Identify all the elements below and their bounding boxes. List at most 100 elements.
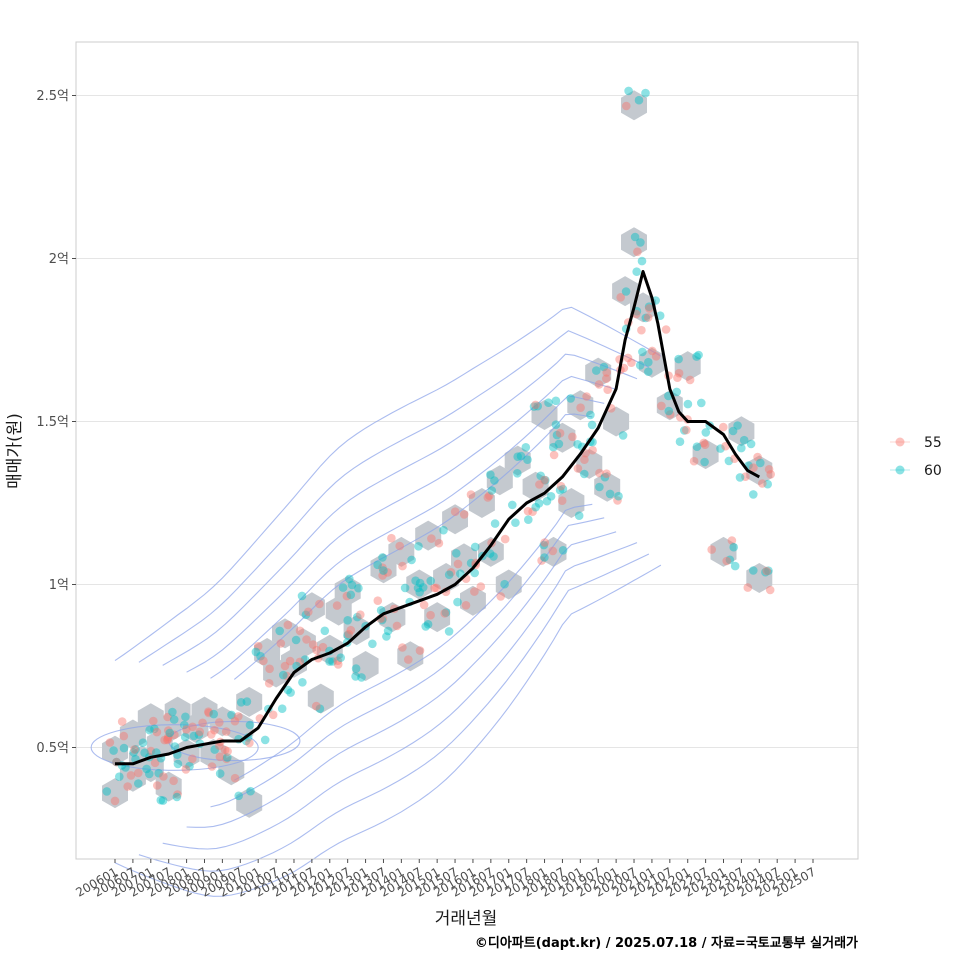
point-60 [644, 367, 653, 377]
point-55 [204, 708, 213, 718]
point-60 [215, 769, 225, 778]
point-60 [297, 591, 307, 601]
point-55 [556, 481, 566, 491]
point-60 [320, 626, 330, 636]
point-60 [251, 647, 261, 657]
point-55 [540, 538, 549, 547]
hexbin [155, 771, 182, 802]
point-55 [253, 642, 263, 651]
point-60 [156, 795, 166, 805]
point-60 [223, 753, 232, 762]
point-55 [173, 790, 182, 799]
hexbin [549, 422, 576, 453]
point-55 [245, 738, 254, 748]
point-55 [427, 534, 436, 543]
hexbin [576, 448, 603, 479]
point-60 [441, 608, 451, 617]
point-60 [756, 458, 765, 468]
point-55 [531, 400, 540, 410]
density-contour [186, 375, 617, 673]
point-60 [486, 470, 495, 480]
point-55 [674, 368, 684, 378]
point-60 [516, 451, 526, 461]
point-55 [627, 358, 636, 368]
point-55 [234, 712, 243, 721]
point-55 [749, 463, 758, 473]
point-55 [378, 571, 387, 580]
point-55 [119, 731, 129, 741]
point-60 [336, 653, 346, 662]
point-60 [733, 421, 742, 430]
point-60 [286, 688, 295, 697]
point-60 [368, 639, 377, 649]
point-60 [444, 570, 454, 579]
point-60 [275, 626, 285, 636]
point-60 [209, 709, 218, 719]
point-55 [623, 353, 633, 363]
hexbin [585, 357, 612, 388]
point-55 [657, 401, 666, 411]
hexbin [603, 406, 630, 437]
point-60 [109, 746, 118, 755]
point-60 [536, 471, 545, 481]
point-60 [298, 678, 307, 687]
point-55 [764, 465, 774, 474]
y-axis-title: 매매가(원) [5, 413, 25, 489]
point-60 [558, 546, 568, 555]
point-55 [182, 725, 191, 734]
point-60 [531, 502, 540, 512]
point-55 [373, 596, 383, 605]
point-60 [131, 745, 140, 754]
point-55 [163, 712, 172, 722]
point-60 [470, 568, 480, 578]
point-60 [523, 455, 532, 465]
point-60 [533, 401, 542, 411]
point-55 [685, 375, 695, 385]
point-55 [105, 738, 115, 747]
point-55 [595, 468, 604, 478]
point-55 [210, 725, 219, 735]
point-60 [549, 442, 558, 452]
point-60 [574, 511, 584, 520]
hexbin [612, 276, 639, 307]
point-55 [332, 601, 342, 610]
point-55 [540, 475, 549, 485]
point-60 [735, 473, 745, 482]
point-55 [616, 293, 625, 302]
point-60 [729, 542, 738, 552]
point-60 [168, 707, 177, 717]
point-60 [346, 590, 356, 600]
point-55 [315, 599, 324, 609]
legend-label-55: 55 [924, 435, 942, 451]
point-55 [215, 741, 224, 750]
point-55 [466, 490, 476, 499]
point-55 [342, 591, 352, 601]
hexbin [307, 683, 334, 714]
point-60 [180, 720, 189, 730]
point-60 [383, 626, 393, 636]
point-55 [188, 754, 197, 764]
point-60 [102, 787, 112, 796]
legend-entry-60[interactable]: 60 [890, 463, 942, 479]
legend-key-55 [895, 437, 905, 447]
point-60 [301, 610, 311, 620]
point-55 [169, 776, 178, 786]
point-60 [641, 313, 651, 323]
density-contour [114, 564, 662, 897]
x-axis-ticks: 2006012006072007012007072008012008072009… [73, 859, 818, 900]
point-55 [280, 661, 290, 671]
point-55 [312, 645, 321, 655]
point-60 [600, 472, 610, 482]
point-55 [434, 538, 444, 548]
point-60 [145, 769, 154, 779]
legend-entry-55[interactable]: 55 [890, 435, 942, 451]
point-55 [264, 679, 274, 688]
point-55 [645, 304, 654, 313]
point-60 [158, 796, 168, 805]
point-55 [727, 536, 737, 545]
point-60 [121, 763, 130, 772]
hexbin [352, 651, 379, 681]
point-60 [511, 518, 520, 527]
point-60 [415, 587, 425, 597]
hexbin [504, 445, 531, 476]
